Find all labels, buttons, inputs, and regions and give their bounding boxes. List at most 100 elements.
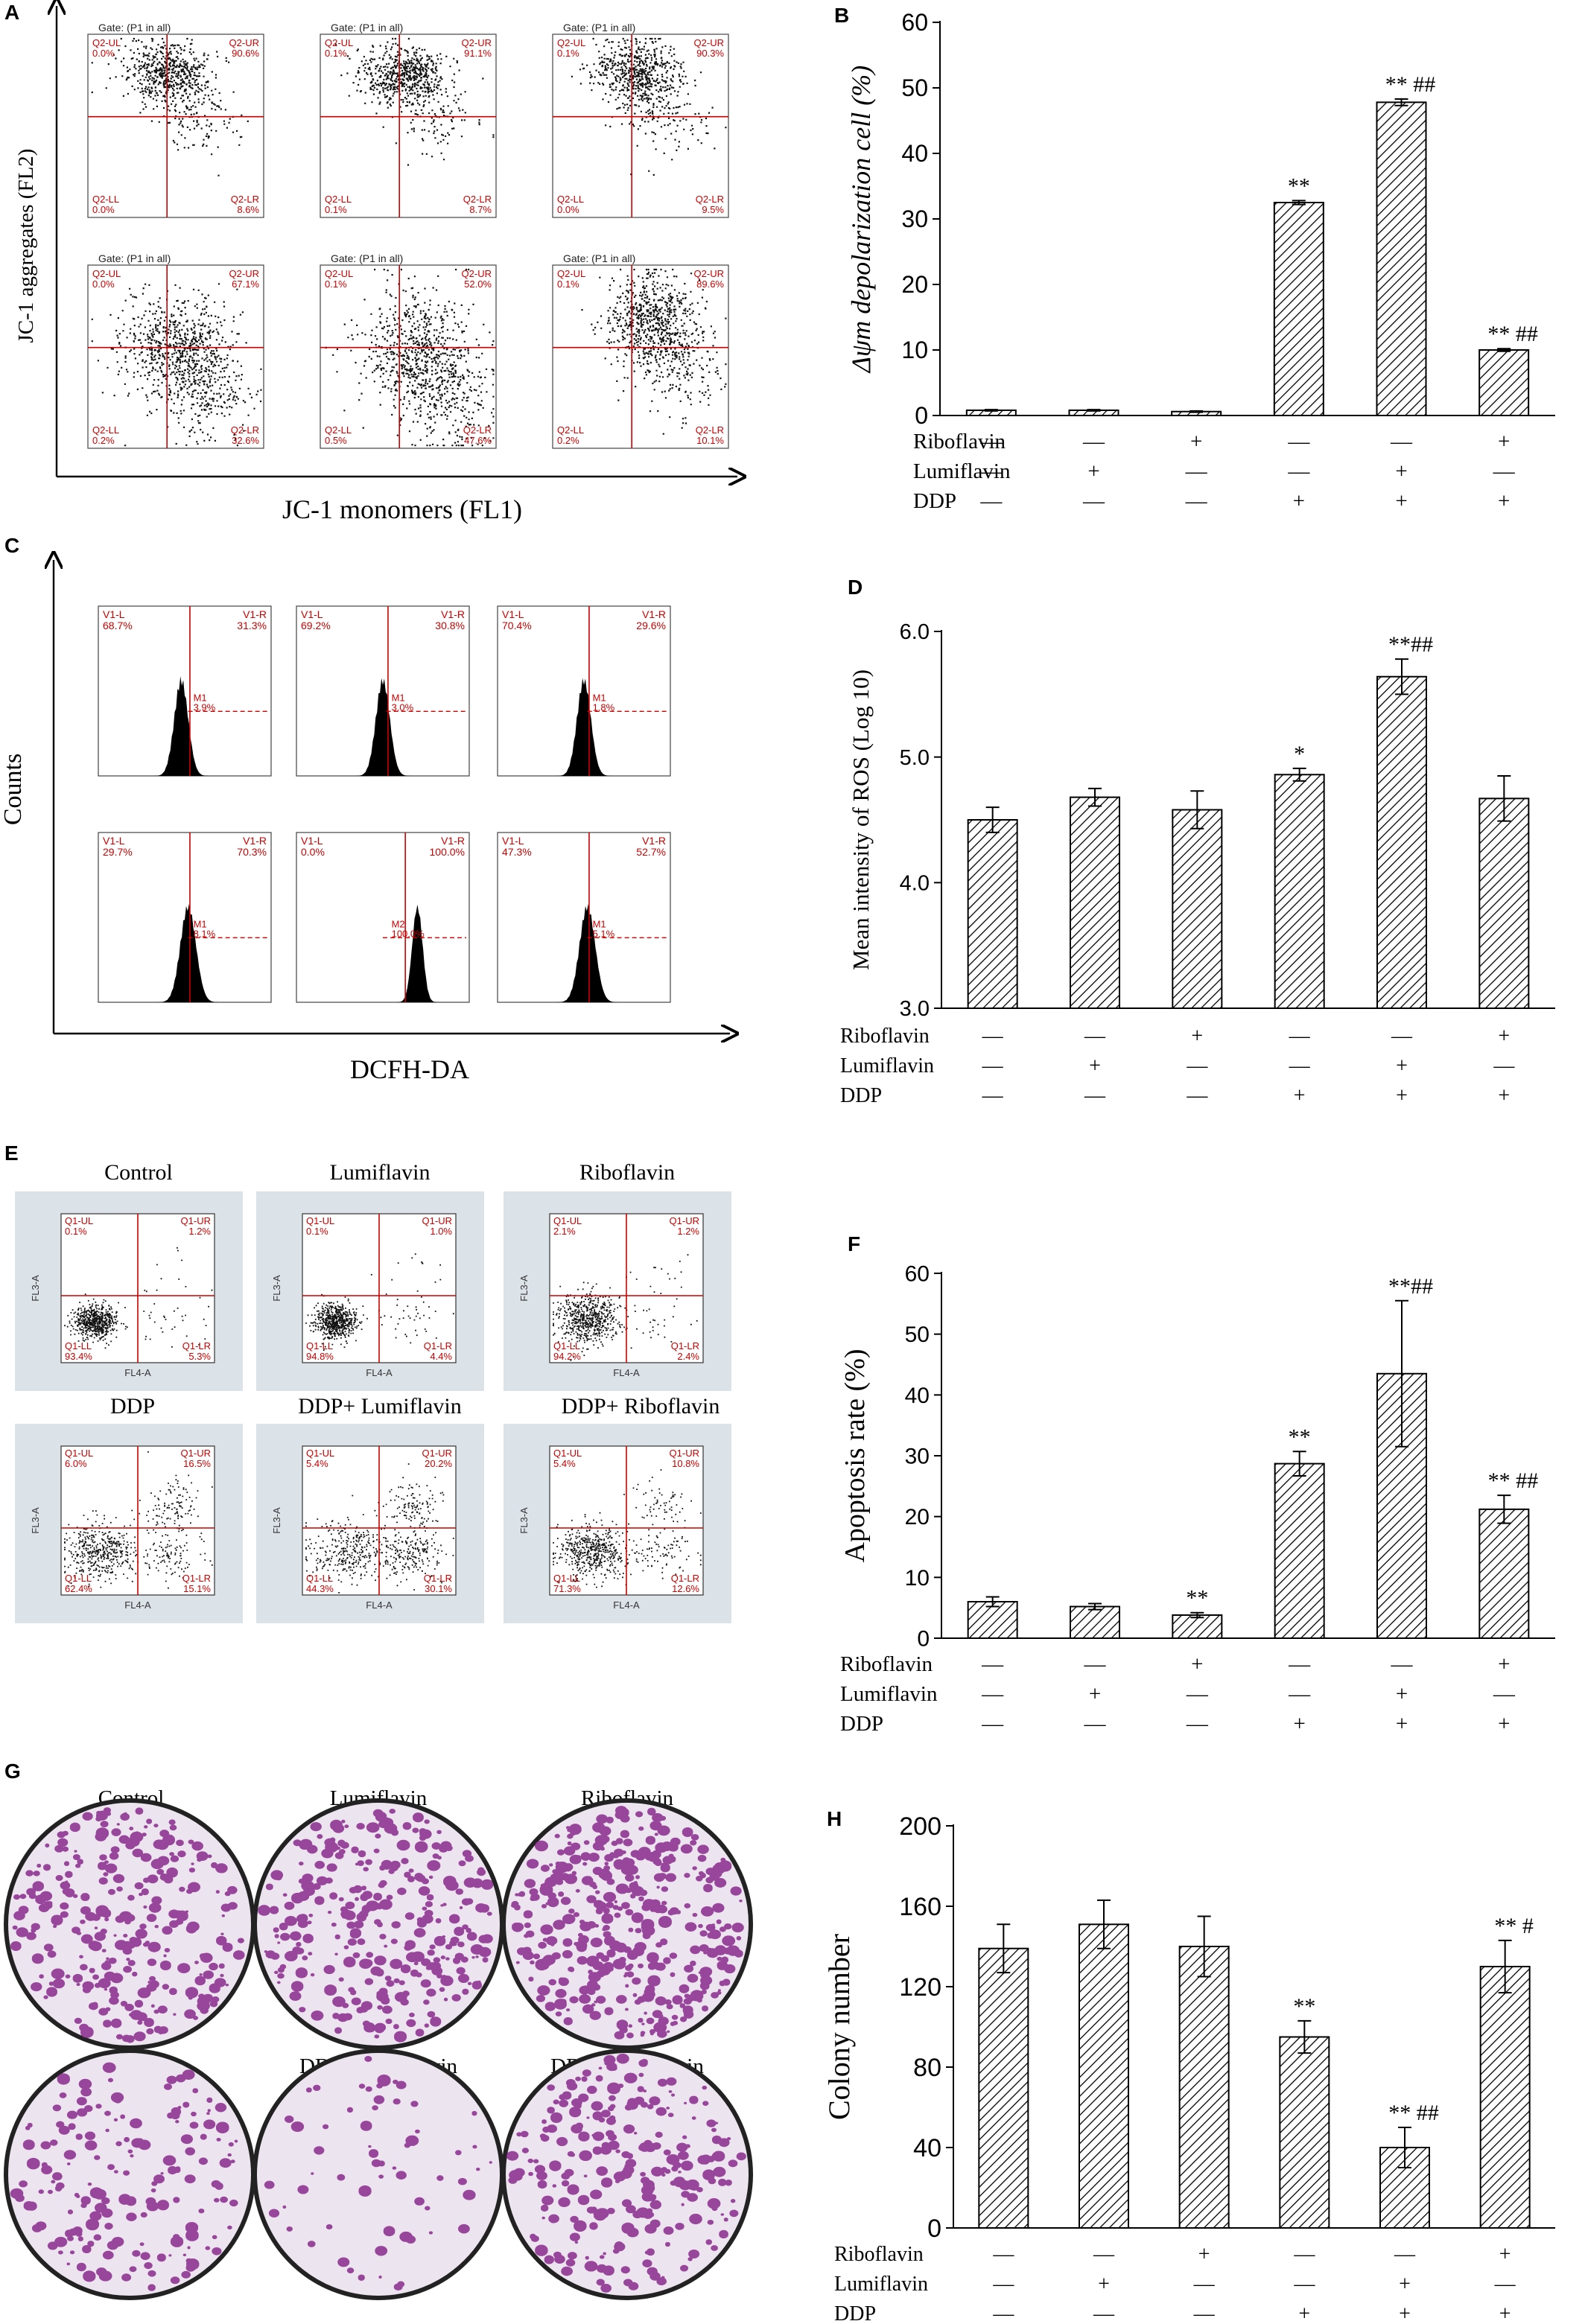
- histogram-fill: [98, 676, 271, 776]
- treatment-sign: —: [1287, 459, 1310, 483]
- bar: [978, 1947, 1029, 2229]
- quadrant-value-ul: 5.4%: [306, 1458, 328, 1469]
- quadrant-label-ll: Q2-LL: [557, 424, 584, 436]
- colony-plate: Lumiflavin: [252, 1786, 504, 2050]
- treatment-label: DDP: [913, 489, 956, 513]
- scatter-events: [91, 283, 262, 447]
- quadrant-label-ur: Q2-UR: [229, 268, 259, 279]
- treatment-sign: —: [1493, 1682, 1516, 1706]
- y-tick-label: 40: [913, 2134, 941, 2162]
- quadrant-label-ll: Q1-LL: [65, 1573, 92, 1584]
- y-axis-channel: FL3-A: [30, 1507, 41, 1534]
- marker-value: 1.8%: [593, 701, 615, 713]
- marker-value: 8.1%: [194, 928, 216, 939]
- bar: [1478, 1508, 1530, 1640]
- y-axis-label: Colony number: [822, 1934, 856, 2120]
- y-tick-label: 80: [913, 2054, 941, 2082]
- bar: [1070, 1605, 1120, 1640]
- gate-value-left: 0.0%: [301, 846, 325, 858]
- quadrant-value-ul: 0.1%: [557, 278, 579, 290]
- quadrant-label-lr: Q1-LR: [424, 1573, 452, 1584]
- y-tick-label: 60: [901, 9, 928, 36]
- treatment-sign: —: [1394, 2243, 1416, 2266]
- bar-chart-h: 0 40 80 120 160 200 Colony number ** ** ## ** # Ri…: [822, 1812, 1555, 2324]
- quadrant-label-ll: Q1-LL: [306, 1340, 333, 1352]
- quadrant-value-ul: 0.1%: [65, 1226, 87, 1237]
- quadrant-label-ll: Q2-LL: [325, 194, 352, 205]
- quadrant-label-ll: Q1-LL: [65, 1340, 92, 1352]
- condition-title: DDP+ Riboflavin: [562, 1394, 720, 1419]
- condition-title: DDP+ Lumiflavin: [298, 1394, 461, 1419]
- treatment-sign: +: [1396, 1084, 1408, 1107]
- scatter-events: [553, 1254, 698, 1361]
- y-axis-channel: FL3-A: [518, 1275, 530, 1302]
- quadrant-label-lr: Q1-LR: [671, 1340, 699, 1352]
- treatment-sign: —: [992, 2302, 1014, 2324]
- gate-value-left: 70.4%: [502, 620, 532, 631]
- gate-label-right: V1-R: [642, 835, 666, 847]
- bar: [1172, 809, 1223, 1010]
- quadrant-value-ll: 62.4%: [65, 1583, 92, 1594]
- quadrant-value-lr: 5.3%: [188, 1351, 211, 1362]
- dcfh-histogram: V1-L68.7% V1-R31.3% M13.9%: [98, 605, 272, 777]
- quadrant-value-ll: 93.4%: [65, 1351, 92, 1362]
- treatment-sign: —: [1084, 1712, 1107, 1736]
- dcfh-histogram: V1-L47.3% V1-R52.7% M15.1%: [497, 832, 671, 1003]
- quadrant-value-ul: 0.1%: [325, 278, 347, 290]
- treatment-sign: +: [1089, 1682, 1101, 1706]
- quadrant-value-lr: 30.1%: [425, 1583, 452, 1594]
- treatment-sign: +: [1395, 489, 1407, 513]
- treatment-sign: —: [979, 430, 1003, 453]
- quadrant-value-ur: 1.2%: [677, 1226, 699, 1237]
- quadrant-label-ul: Q1-UL: [65, 1448, 93, 1459]
- treatment-sign: —: [992, 2273, 1014, 2296]
- quadrant-value-ll: 94.8%: [306, 1351, 334, 1362]
- panel-c-ylabel: Counts: [0, 754, 27, 825]
- quadrant-value-ur: 1.0%: [430, 1226, 452, 1237]
- colony-plate: DDP: [4, 2048, 255, 2300]
- gate-title: Gate: (P1 in all): [563, 252, 635, 264]
- marker-label: M1: [194, 918, 207, 929]
- quadrant-label-ur: Q2-UR: [229, 37, 259, 48]
- bar: [967, 819, 1018, 1009]
- treatment-sign: —: [1193, 2302, 1216, 2324]
- y-axis-channel: FL3-A: [518, 1507, 530, 1534]
- panel-e: ControlQ1-UL0.1%Q1-UR1.2%Q1-LL93.4%Q1-LR…: [15, 1160, 731, 1623]
- quadrant-value-ll: 0.5%: [325, 435, 347, 446]
- treatment-sign: —: [1084, 1652, 1107, 1676]
- quadrant-label-ur: Q1-UR: [670, 1448, 699, 1459]
- treatment-label: Lumiflavin: [913, 459, 1011, 483]
- gate-title: Gate: (P1 in all): [563, 22, 635, 34]
- gate-title: Gate: (P1 in all): [331, 252, 403, 264]
- gate-label-left: V1-L: [502, 608, 524, 620]
- treatment-sign: —: [1185, 489, 1208, 513]
- colony-plate: DDP+ Lumiflavin: [252, 2048, 504, 2300]
- quadrant-value-ll: 44.3%: [306, 1583, 334, 1594]
- y-tick-label: 30: [901, 206, 928, 232]
- quadrant-value-ul: 0.0%: [92, 48, 115, 59]
- condition-title: DDP: [110, 1394, 155, 1419]
- significance-mark: ** ##: [1488, 1468, 1539, 1493]
- quadrant-label-ll: Q1-LL: [553, 1573, 580, 1584]
- quadrant-label-ur: Q2-UR: [694, 37, 724, 48]
- stained-colonies: [511, 1806, 744, 2040]
- plate-well: [4, 2048, 255, 2300]
- marker-label: M1: [194, 692, 207, 703]
- condition-title: Control: [104, 1160, 173, 1185]
- histogram-fill: [498, 903, 670, 1002]
- quadrant-value-ll: 0.2%: [557, 435, 579, 446]
- panel-letter-h: H: [827, 1807, 842, 1830]
- quadrant-value-lr: 2.4%: [677, 1351, 699, 1362]
- quadrant-value-ur: 91.1%: [464, 48, 492, 59]
- quadrant-label-lr: Q2-LR: [696, 194, 724, 205]
- y-axis-channel: FL3-A: [271, 1275, 282, 1302]
- y-tick-label: 50: [905, 1322, 930, 1347]
- treatment-sign: —: [1289, 1025, 1311, 1048]
- gate-title: Gate: (P1 in all): [331, 22, 403, 34]
- histogram-fill: [296, 678, 469, 776]
- gate-label-left: V1-L: [502, 835, 524, 847]
- bar: [1274, 774, 1325, 1010]
- gate-value-right: 70.3%: [237, 846, 267, 858]
